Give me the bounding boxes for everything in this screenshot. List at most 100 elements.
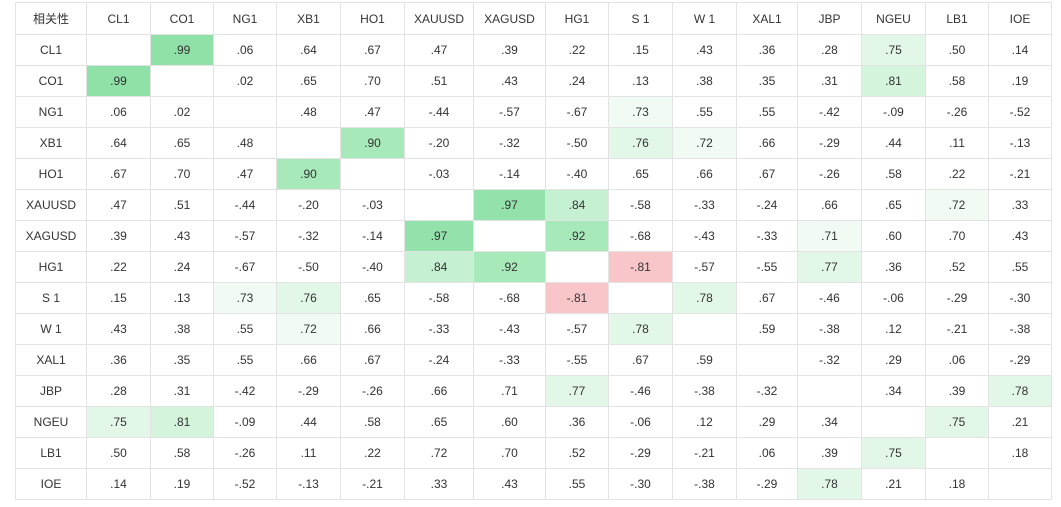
correlation-cell: -.26 xyxy=(797,158,862,190)
correlation-cell: -.29 xyxy=(736,468,798,500)
correlation-cell: -.29 xyxy=(925,282,989,314)
correlation-cell: -.03 xyxy=(340,189,405,221)
correlation-cell: .66 xyxy=(672,158,737,190)
correlation-cell: -.21 xyxy=(925,313,989,345)
correlation-cell: .70 xyxy=(340,65,405,97)
correlation-cell: -.32 xyxy=(276,220,341,252)
correlation-cell: -.55 xyxy=(736,251,798,283)
correlation-cell: -.14 xyxy=(473,158,546,190)
correlation-cell: -.52 xyxy=(988,96,1052,128)
correlation-cell: -.24 xyxy=(404,344,474,376)
table-row: CO1.99 .02.65.70.51.43.24.13.38.35.31.81.… xyxy=(15,65,1052,97)
correlation-cell: .58 xyxy=(861,158,926,190)
correlation-cell: .92 xyxy=(545,220,609,252)
row-header: LB1 xyxy=(15,437,87,469)
correlation-cell: .22 xyxy=(340,437,405,469)
correlation-cell: -.40 xyxy=(545,158,609,190)
correlation-cell: -.57 xyxy=(473,96,546,128)
correlation-cell: .65 xyxy=(861,189,926,221)
correlation-cell: .43 xyxy=(86,313,151,345)
correlation-cell: -.58 xyxy=(608,189,673,221)
correlation-cell: -.55 xyxy=(545,344,609,376)
correlation-cell: -.13 xyxy=(276,468,341,500)
correlation-cell: .65 xyxy=(340,282,405,314)
correlation-cell: .06 xyxy=(213,34,277,66)
correlation-cell: .77 xyxy=(797,251,862,283)
correlation-cell: -.26 xyxy=(340,375,405,407)
correlation-cell: .36 xyxy=(86,344,151,376)
empty-cell xyxy=(150,65,214,97)
table-row: HO1.67.70.47.90 -.03 -.14 -.40.65.66.67 -.26… xyxy=(15,158,1052,190)
row-header: NG1 xyxy=(15,96,87,128)
correlation-cell: .12 xyxy=(672,406,737,438)
correlation-cell: -.40 xyxy=(340,251,405,283)
correlation-cell: -.33 xyxy=(404,313,474,345)
correlation-cell: -.50 xyxy=(276,251,341,283)
correlation-cell: -.33 xyxy=(672,189,737,221)
correlation-cell: .71 xyxy=(797,220,862,252)
correlation-cell: .43 xyxy=(988,220,1052,252)
correlation-cell: -.30 xyxy=(988,282,1052,314)
row-header: IOE xyxy=(15,468,87,500)
correlation-cell: .47 xyxy=(340,96,405,128)
correlation-cell: .47 xyxy=(213,158,277,190)
correlation-cell: -.33 xyxy=(736,220,798,252)
correlation-cell: .48 xyxy=(213,127,277,159)
empty-cell xyxy=(545,251,609,283)
column-header: LB1 xyxy=(925,2,989,35)
correlation-cell: -.03 xyxy=(404,158,474,190)
correlation-cell: .60 xyxy=(861,220,926,252)
table-row: CL1 .99.06.64.67.47.39.22.15.43.36.28.75.… xyxy=(15,34,1052,66)
table-row: IOE .14.19 -.52 -.13 -.21.33.43.55 -.30 -.38 -.… xyxy=(15,468,1052,500)
correlation-cell: .75 xyxy=(861,34,926,66)
row-header: XAL1 xyxy=(15,344,87,376)
correlation-cell: -.58 xyxy=(404,282,474,314)
correlation-cell: .60 xyxy=(473,406,546,438)
correlation-cell: -.43 xyxy=(672,220,737,252)
correlation-cell: .81 xyxy=(150,406,214,438)
correlation-cell: -.81 xyxy=(545,282,609,314)
correlation-cell: -.13 xyxy=(988,127,1052,159)
correlation-cell: .21 xyxy=(861,468,926,500)
correlation-cell: .50 xyxy=(86,437,151,469)
column-header: IOE xyxy=(988,2,1052,35)
correlation-cell: .81 xyxy=(861,65,926,97)
column-header: XAGUSD xyxy=(473,2,546,35)
table-row: NG1.06.02.48.47 -.44 -.57 -.67.73.55.55 -.42… xyxy=(15,96,1052,128)
empty-cell xyxy=(340,158,405,190)
correlation-cell: .55 xyxy=(736,96,798,128)
correlation-cell: .67 xyxy=(86,158,151,190)
correlation-cell: .35 xyxy=(736,65,798,97)
row-header: S 1 xyxy=(15,282,87,314)
row-header: W 1 xyxy=(15,313,87,345)
correlation-cell: .55 xyxy=(213,344,277,376)
correlation-cell: .33 xyxy=(988,189,1052,221)
row-header: CL1 xyxy=(15,34,87,66)
empty-cell xyxy=(213,96,277,128)
correlation-cell: .66 xyxy=(797,189,862,221)
table-row: JBP .28.31 -.42 -.29 -.26.66.71.77 -.46 -.38 -.… xyxy=(15,375,1052,407)
correlation-cell: .84 xyxy=(545,189,609,221)
column-header: S 1 xyxy=(608,2,673,35)
column-header: HG1 xyxy=(545,2,609,35)
column-header: W 1 xyxy=(672,2,737,35)
row-header: XAUUSD xyxy=(15,189,87,221)
correlation-cell: .58 xyxy=(340,406,405,438)
empty-cell xyxy=(736,344,798,376)
correlation-cell: -.38 xyxy=(797,313,862,345)
row-header: XAGUSD xyxy=(15,220,87,252)
empty-cell xyxy=(861,406,926,438)
correlation-cell: .02 xyxy=(150,96,214,128)
correlation-cell: .06 xyxy=(86,96,151,128)
correlation-cell: -.38 xyxy=(672,375,737,407)
column-header: JBP xyxy=(797,2,862,35)
correlation-cell: .66 xyxy=(276,344,341,376)
correlation-cell: -.67 xyxy=(213,251,277,283)
correlation-cell: .99 xyxy=(150,34,214,66)
correlation-cell: .47 xyxy=(404,34,474,66)
correlation-cell: -.29 xyxy=(797,127,862,159)
correlation-cell: .76 xyxy=(608,127,673,159)
correlation-cell: .75 xyxy=(86,406,151,438)
correlation-cell: -.68 xyxy=(608,220,673,252)
